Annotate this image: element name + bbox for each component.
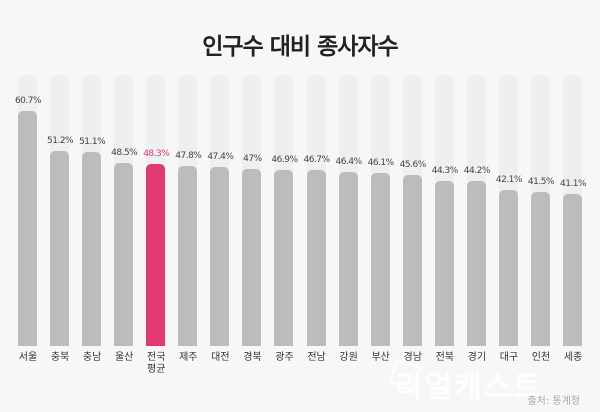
- value-label: 47.4%: [207, 152, 234, 162]
- watermark: 리얼캐스트: [395, 370, 543, 405]
- bar: [114, 163, 134, 346]
- bar-column: 41.5% 인천: [528, 75, 555, 363]
- category-label: 경남: [403, 352, 422, 363]
- category-label: 인천: [531, 352, 551, 363]
- value-label: 41.5%: [527, 177, 555, 187]
- value-label: 44.3%: [431, 166, 459, 176]
- bar-column: 41.1% 세종: [560, 75, 587, 363]
- source-note: 출처: 통계청: [527, 396, 580, 407]
- bar: [306, 170, 326, 346]
- bar-column: 42.1% 대구: [496, 75, 522, 363]
- category-label: 강원: [339, 352, 358, 363]
- category-label: 경기: [467, 352, 487, 363]
- bar: [563, 194, 583, 346]
- bar-column: 46.7% 전남: [303, 75, 330, 363]
- value-label: 46.1%: [367, 158, 395, 168]
- value-label: 44.2%: [463, 166, 491, 176]
- bar-column: 47.4% 대전: [207, 75, 234, 363]
- category-label: 서울: [18, 352, 38, 363]
- value-label: 48.5%: [111, 148, 138, 158]
- bar: [370, 173, 390, 346]
- category-label: 전북: [435, 352, 454, 363]
- bar: [146, 164, 166, 346]
- bar-column: 47.8% 제주: [175, 75, 202, 363]
- value-label: 41.1%: [559, 179, 587, 189]
- bar: [210, 167, 230, 346]
- value-label: 42.1%: [495, 175, 523, 185]
- bar-column: 46.1% 부산: [368, 75, 394, 363]
- bar-column: 44.2% 경기: [464, 75, 490, 363]
- category-label: 제주: [179, 352, 198, 363]
- category-label: 울산: [114, 352, 134, 363]
- value-label: 60.7%: [14, 96, 42, 106]
- value-label: 46.7%: [303, 155, 330, 165]
- bar: [338, 172, 358, 346]
- bar-column: 60.7% 서울: [15, 75, 42, 363]
- value-label: 48.3%: [143, 149, 170, 159]
- bar: [530, 192, 550, 346]
- chart-title: 인구수 대비 종사자수: [202, 34, 398, 60]
- category-label: 대전: [211, 352, 230, 363]
- bar: [402, 175, 422, 346]
- category-label: 세종: [563, 352, 583, 363]
- category-label: 전남: [307, 352, 326, 363]
- category-label: 대구: [499, 352, 519, 363]
- category-label: 광주: [275, 352, 294, 363]
- bar-column: 47% 경북: [242, 75, 262, 363]
- bar: [50, 151, 70, 346]
- value-label: 47%: [243, 154, 262, 164]
- value-label: 51.2%: [47, 136, 74, 146]
- bar: [498, 190, 518, 346]
- bar: [434, 181, 454, 346]
- bar-column: 51.1% 충남: [79, 75, 106, 363]
- bar: [274, 170, 294, 346]
- value-label: 45.6%: [399, 160, 427, 170]
- bar-column: 46.4% 강원: [336, 75, 362, 363]
- value-label: 46.9%: [271, 155, 298, 165]
- bar: [178, 166, 198, 346]
- bar-column: 44.3% 전북: [432, 75, 458, 363]
- bar: [242, 169, 262, 346]
- category-label: 경북: [243, 352, 262, 363]
- bar-column: 51.2% 충북: [47, 75, 74, 363]
- category-label: 충북: [50, 352, 70, 363]
- value-label: 51.1%: [79, 137, 106, 147]
- bar-column: 45.6% 경남: [400, 75, 426, 363]
- bar-column: 48.5% 울산: [111, 75, 138, 363]
- value-label: 46.4%: [335, 157, 363, 167]
- bar-column: 48.3% 전국 평균: [143, 75, 170, 375]
- category-label: 충남: [82, 352, 102, 363]
- category-label: 부산: [371, 352, 390, 363]
- value-label: 47.8%: [175, 151, 202, 161]
- category-label: 전국 평균: [147, 352, 166, 375]
- bar: [18, 111, 37, 346]
- bar: [466, 181, 486, 346]
- bar-column: 46.9% 광주: [271, 75, 298, 363]
- bar: [82, 152, 102, 346]
